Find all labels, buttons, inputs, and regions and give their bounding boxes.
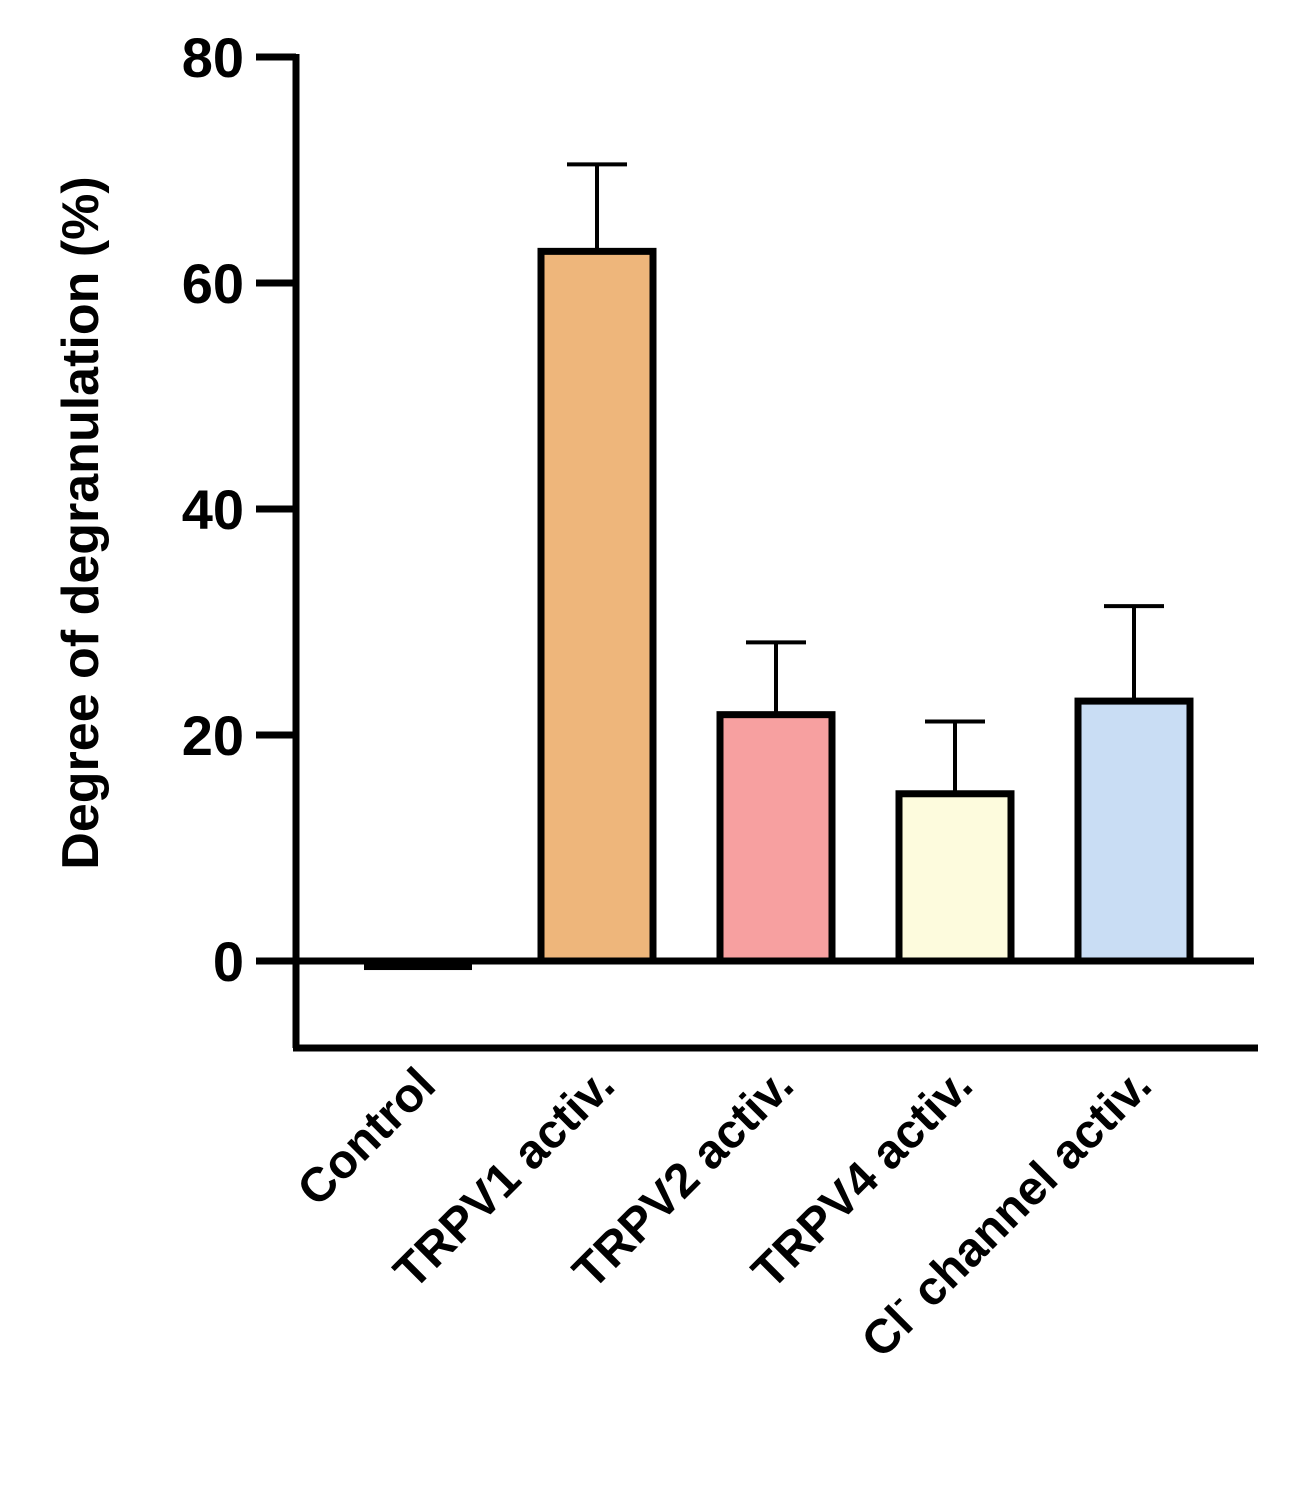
y-tick-label-80: 80 [182,26,244,89]
y-axis-title: Degree of degranulation (%) [52,176,110,869]
y-axis: 0 20 40 60 80 [182,26,300,1049]
bar-3 [895,790,1015,965]
y-tick-label-40: 40 [182,478,244,541]
y-tick-label-20: 20 [182,704,244,767]
y-tick-label-60: 60 [182,252,244,315]
y-tick-label-0: 0 [213,930,244,993]
bar-4 [1074,697,1194,965]
bars [364,162,1194,971]
bar-1 [537,247,657,965]
bar-2 [716,711,836,965]
bar-0 [364,961,472,971]
category-label-4: Cl- channel activ. [848,1054,1162,1368]
category-label-0: Control [288,1058,446,1216]
x-axis [256,957,1258,1052]
